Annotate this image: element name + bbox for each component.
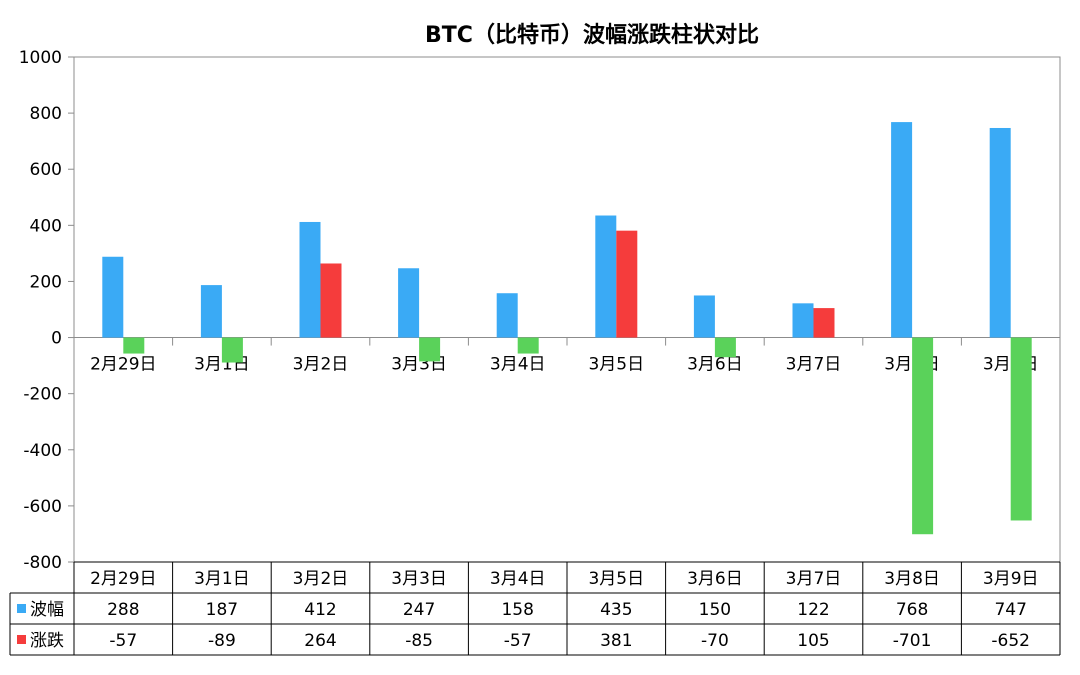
chart-bars	[102, 122, 1032, 535]
y-tick-label: -600	[23, 497, 62, 517]
table-header-cell: 3月4日	[490, 569, 546, 589]
x-tick-label: 3月7日	[786, 355, 842, 375]
table-header-cell: 3月3日	[391, 569, 447, 589]
bar-amplitude	[102, 256, 124, 338]
bar-amplitude	[891, 122, 913, 338]
table-header-cell: 3月2日	[293, 569, 349, 589]
chart-axes: 1000 800 600 400 200 0 -200 -400 -600 -800 2月29日 3月…	[19, 48, 1061, 573]
table-value-cell: 435	[600, 600, 632, 620]
table-header-cell: 2月29日	[90, 569, 156, 589]
table-value-cell: 247	[403, 600, 435, 620]
y-tick-label: -400	[23, 441, 62, 461]
legend-swatch	[17, 604, 26, 613]
table-value-cell: 264	[304, 631, 336, 651]
table-value-cell: 288	[107, 600, 139, 620]
y-tick-label: 400	[30, 216, 62, 236]
table-header-cell: 3月8日	[884, 569, 940, 589]
y-tick-label: 200	[30, 272, 62, 292]
bar-change	[1010, 337, 1032, 521]
y-tick-label: 1000	[19, 48, 62, 68]
y-tick-label: 800	[30, 104, 62, 124]
bar-amplitude	[496, 293, 518, 338]
legend-swatch	[17, 635, 26, 644]
table-header-cell: 3月7日	[786, 569, 842, 589]
table-value-cell: 381	[600, 631, 632, 651]
table-header-cell: 3月6日	[687, 569, 743, 589]
y-tick-label: 600	[30, 160, 62, 180]
y-tick-label: -800	[23, 553, 62, 573]
bar-change	[320, 263, 342, 338]
bar-change	[221, 337, 243, 363]
table-value-cell: 150	[699, 600, 731, 620]
table-value-cell: -70	[701, 631, 729, 651]
bar-amplitude	[989, 127, 1011, 338]
table-header-cell: 3月9日	[983, 569, 1039, 589]
table-value-cell: -89	[208, 631, 236, 651]
bar-change	[123, 337, 145, 354]
bar-change	[714, 337, 736, 358]
table-value-cell: -57	[504, 631, 532, 651]
bar-amplitude	[595, 215, 617, 338]
table-value-cell: 747	[994, 600, 1026, 620]
x-tick-label: 3月5日	[588, 355, 644, 375]
x-tick-label: 3月6日	[687, 355, 743, 375]
x-tick-label: 3月4日	[490, 355, 546, 375]
bar-change	[616, 230, 638, 338]
bar-amplitude	[200, 285, 222, 338]
x-tick-label: 3月2日	[293, 355, 349, 375]
legend-label: 涨跌	[30, 631, 64, 651]
bar-amplitude	[693, 295, 715, 338]
table-value-cell: -57	[109, 631, 137, 651]
table-value-cell: -652	[991, 631, 1030, 651]
bar-change	[517, 337, 539, 354]
table-value-cell: 768	[896, 600, 928, 620]
chart-title: BTC（比特币）波幅涨跌柱状对比	[425, 22, 759, 48]
table-value-cell: 105	[797, 631, 829, 651]
table-value-cell: 187	[206, 600, 238, 620]
table-value-cell: 412	[304, 600, 336, 620]
bar-amplitude	[792, 303, 814, 338]
table-value-cell: -85	[405, 631, 433, 651]
table-header-cell: 3月1日	[194, 569, 250, 589]
table-value-cell: 158	[501, 600, 533, 620]
y-tick-label: -200	[23, 385, 62, 405]
bar-change	[912, 337, 934, 535]
table-header-cell: 3月5日	[588, 569, 644, 589]
data-table: 2月29日 3月1日 3月2日 3月3日 3月4日 3月5日 3月6日 3月7日 3月8日 3月9…	[9, 561, 1061, 656]
bar-amplitude	[398, 268, 420, 338]
x-tick-label: 2月29日	[90, 355, 156, 375]
bar-change	[419, 337, 441, 362]
y-tick-label: 0	[51, 329, 62, 349]
legend-label: 波幅	[30, 600, 64, 620]
table-value-cell: -701	[893, 631, 932, 651]
bar-amplitude	[299, 221, 321, 338]
table-value-cell: 122	[797, 600, 829, 620]
bar-change	[813, 308, 835, 338]
